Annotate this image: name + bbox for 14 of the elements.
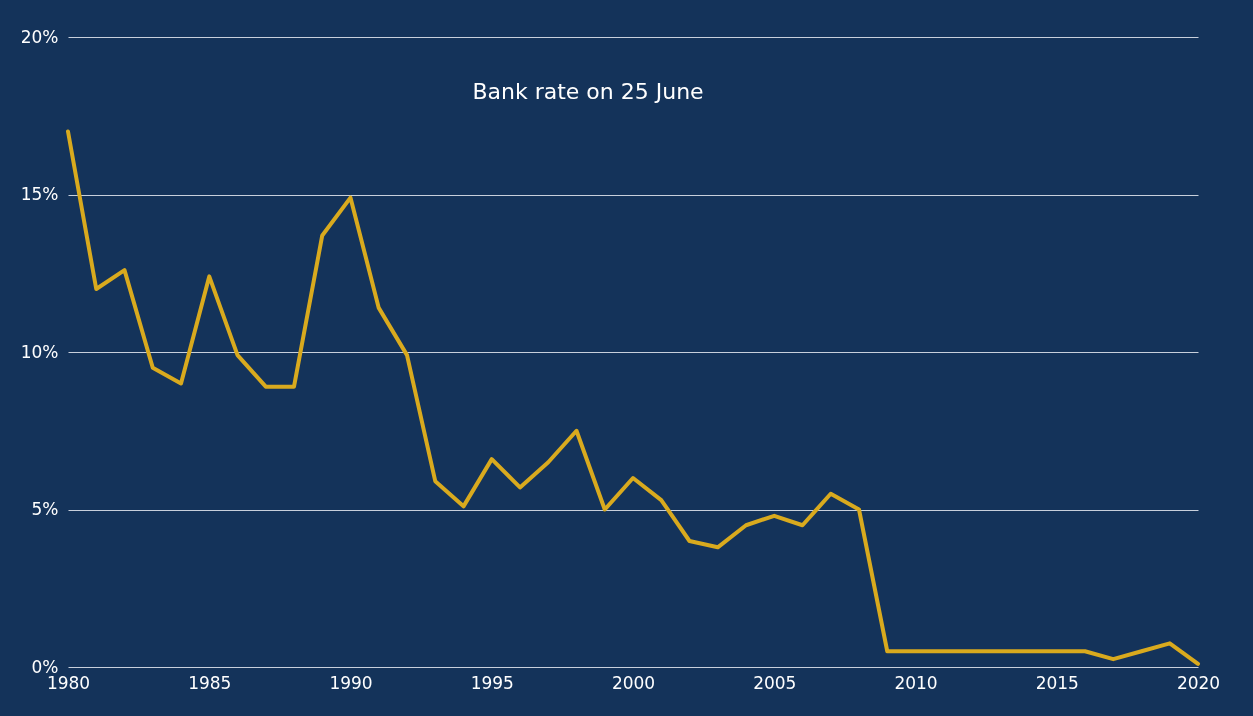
line-series <box>66 129 1200 666</box>
x-tick-label: 2020 <box>1176 672 1221 693</box>
x-tick-label: 1995 <box>470 672 514 693</box>
y-tick-label: 20% <box>20 26 59 47</box>
x-tick-label: 1990 <box>329 672 373 693</box>
y-tick-label: 15% <box>20 184 59 204</box>
y-tick-label: 5% <box>31 499 59 519</box>
x-tick-label: 2015 <box>1035 672 1079 693</box>
x-tick-label: 2005 <box>753 672 797 693</box>
y-tick-label: 10% <box>20 341 59 362</box>
x-tick-label: 2010 <box>894 672 938 693</box>
text: Bank rate on 25 June <box>472 79 704 104</box>
x-tick-label: 2000 <box>611 672 656 693</box>
x-tick-label: 1985 <box>188 672 232 693</box>
